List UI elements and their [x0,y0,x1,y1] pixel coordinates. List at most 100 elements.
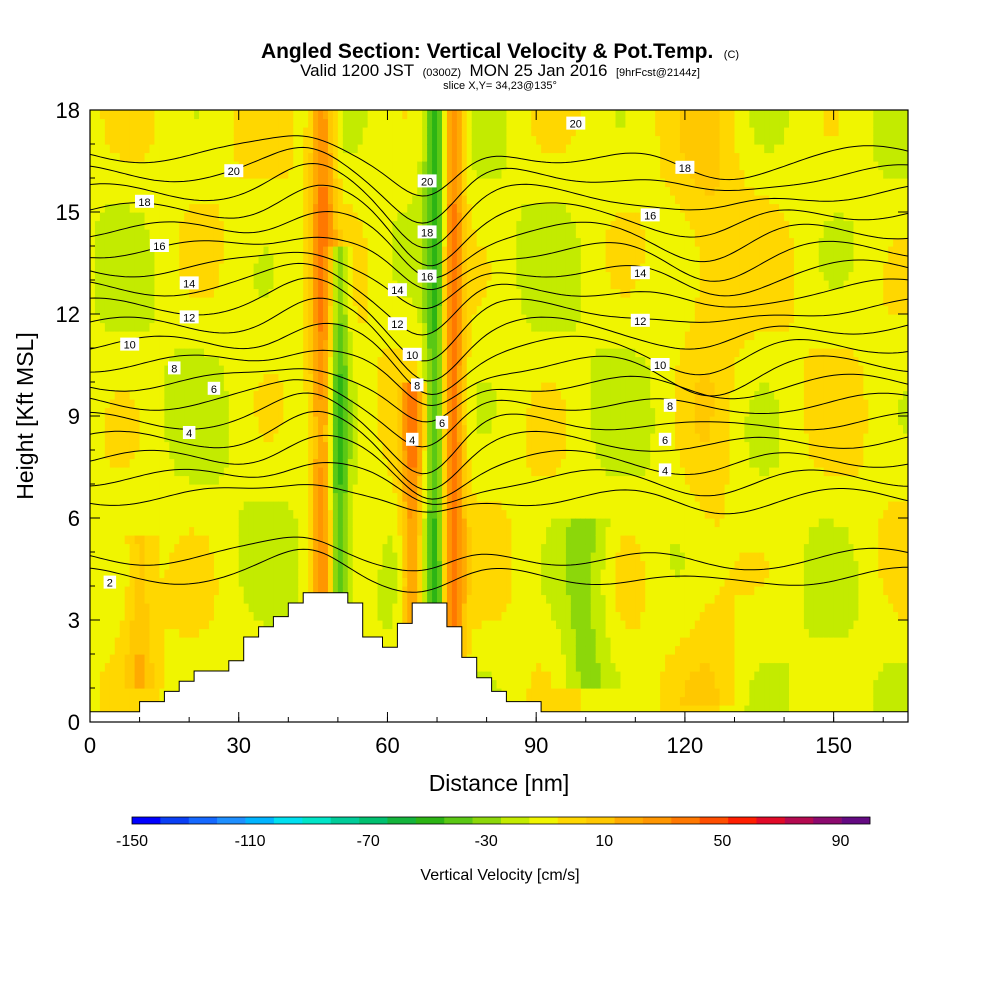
field-cell [199,331,205,341]
field-cell [372,178,379,188]
field-cell [392,152,398,162]
field-cell [308,356,314,366]
field-cell [412,135,418,145]
field-cell [218,475,225,485]
field-cell [347,144,354,154]
field-cell [323,178,329,188]
field-cell [179,169,185,179]
field-cell [293,467,299,477]
field-cell [223,348,230,358]
field-cell [278,127,284,137]
field-cell [278,424,284,434]
field-cell [293,220,299,230]
field-cell [149,161,156,171]
field-cell [392,161,398,171]
field-cell [362,297,369,307]
field-cell [253,305,260,315]
field-cell [342,297,349,307]
field-cell [248,467,255,477]
field-cell [114,314,121,324]
field-cell [298,220,304,230]
field-cell [174,679,180,689]
field-cell [159,135,165,145]
field-cell [213,492,220,502]
field-cell [243,365,250,375]
field-cell [352,339,359,349]
field-cell [164,467,170,477]
field-cell [372,314,379,324]
field-cell [114,620,121,630]
field-cell [387,169,394,179]
field-cell [179,365,185,375]
field-cell [154,637,161,647]
field-cell [402,271,408,281]
field-cell [218,220,225,230]
field-cell [149,518,156,528]
field-cell [298,203,304,213]
field-cell [263,305,270,315]
field-cell [129,441,136,451]
field-cell [347,543,354,553]
field-cell [362,382,369,392]
field-cell [213,127,220,137]
field-cell [352,390,359,400]
field-cell [382,356,389,366]
field-cell [397,373,403,383]
field-cell [392,331,398,341]
field-cell [362,169,369,179]
field-cell [179,552,185,562]
field-cell [258,441,265,451]
field-cell [392,586,398,596]
field-cell [139,280,146,290]
field-cell [124,679,131,689]
field-cell [238,195,245,205]
field-cell [124,288,131,298]
field-cell [427,450,433,460]
field-cell [422,399,428,409]
field-cell [313,560,319,570]
field-cell [417,543,423,553]
field-cell [169,135,175,145]
field-cell [223,560,230,570]
field-cell [372,254,379,264]
field-cell [124,577,131,587]
field-cell [308,535,314,545]
field-cell [367,331,374,341]
field-cell [189,339,195,349]
field-cell [357,144,364,154]
field-cell [233,492,240,502]
field-cell [288,526,294,536]
field-cell [90,586,96,596]
field-cell [208,620,215,630]
field-cell [99,331,106,341]
field-cell [337,246,344,256]
field-cell [427,254,433,264]
field-cell [417,161,423,171]
field-cell [268,373,275,383]
field-cell [144,331,151,341]
field-cell [179,331,185,341]
field-cell [422,118,428,128]
field-cell [218,339,225,349]
field-cell [174,254,180,264]
field-cell [318,212,324,222]
field-cell [104,135,111,145]
field-cell [119,620,126,630]
field-cell [228,127,235,137]
field-cell [149,390,156,400]
field-cell [372,263,379,273]
field-cell [427,280,433,290]
field-cell [159,280,165,290]
field-cell [407,237,413,247]
field-cell [298,569,304,579]
field-cell [337,195,344,205]
field-cell [238,382,245,392]
field-cell [417,246,423,256]
field-cell [248,509,255,519]
field-cell [303,186,309,196]
field-cell [332,518,339,528]
field-cell [357,297,364,307]
field-cell [139,288,146,298]
field-cell [402,331,408,341]
field-cell [199,110,205,120]
